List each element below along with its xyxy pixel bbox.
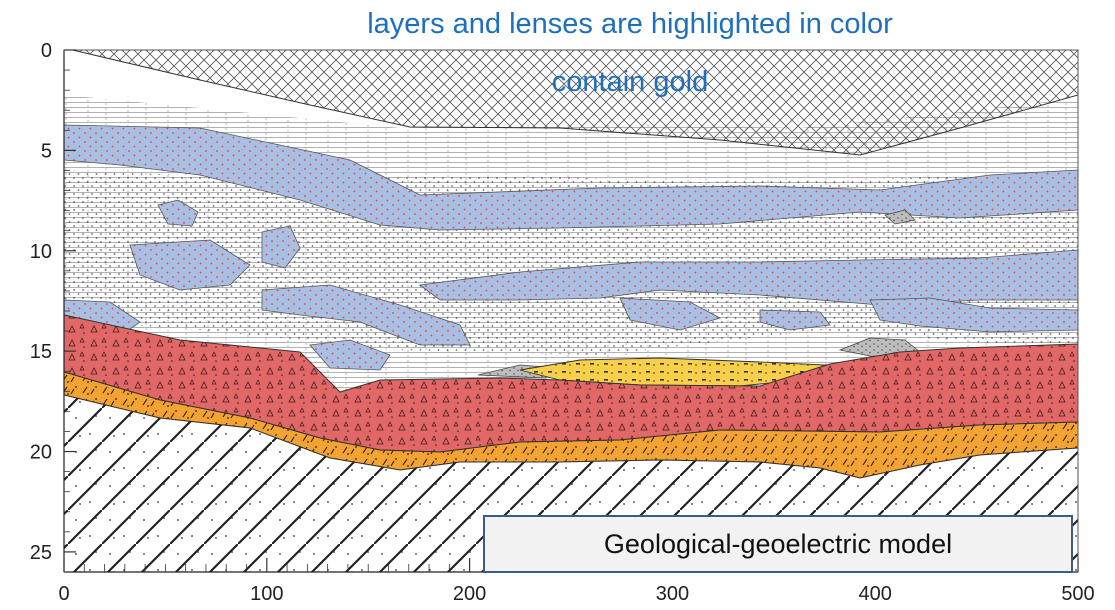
gold-lens-center-left	[261, 225, 301, 269]
y-tick-label: 0	[41, 40, 52, 62]
gold-lens-left-mid	[129, 239, 251, 291]
gold-lens-bottom-mid	[309, 339, 391, 371]
gold-lens-upper	[64, 124, 1078, 231]
x-tick-label: 500	[1061, 583, 1094, 605]
gold-lens-center	[261, 284, 471, 346]
y-tick-label: 15	[30, 341, 52, 363]
topsoil-layer	[70, 50, 1078, 156]
gray-lens-right	[884, 209, 916, 225]
gold-lens-right-mid	[869, 297, 1078, 333]
x-axis-ticks: 0 100 200 300 400 500	[58, 558, 1095, 605]
y-tick-label: 5	[41, 140, 52, 162]
gold-lens-central-band	[418, 249, 1078, 306]
section-body	[64, 50, 1078, 572]
model-label-box: Geological-geoelectric model	[483, 515, 1073, 573]
y-tick-label: 10	[30, 241, 52, 263]
x-tick-label: 100	[250, 583, 283, 605]
x-tick-label: 300	[656, 583, 689, 605]
y-tick-label: 20	[30, 442, 52, 464]
title-line-1: layers and lenses are highlighted in col…	[367, 8, 893, 40]
model-label: Geological-geoelectric model	[603, 528, 953, 559]
x-tick-label: 400	[859, 583, 892, 605]
gold-lens-lower-center	[619, 297, 722, 331]
gold-lens-left-small	[157, 199, 199, 227]
title-line-2: contain gold	[551, 66, 709, 98]
gold-lens-mid-right	[759, 309, 831, 331]
x-tick-label: 0	[58, 583, 69, 605]
y-axis-ticks: 0 5 10 15 20 25	[30, 40, 76, 573]
y-tick-label: 25	[30, 542, 52, 564]
x-tick-label: 200	[453, 583, 486, 605]
